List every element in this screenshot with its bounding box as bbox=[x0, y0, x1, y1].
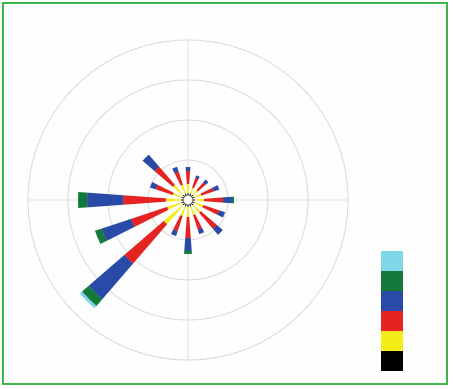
petal-segment bbox=[163, 204, 184, 225]
petal-segment bbox=[192, 204, 201, 213]
petal-segment bbox=[212, 224, 223, 235]
petal-segment bbox=[185, 171, 191, 185]
petal-segment bbox=[194, 193, 202, 198]
petal-segment bbox=[194, 202, 204, 208]
petal-segment bbox=[142, 154, 160, 172]
petal-segment bbox=[203, 197, 223, 203]
petal-segment bbox=[199, 211, 217, 229]
petal-segment bbox=[194, 198, 204, 202]
petal-segment bbox=[192, 190, 198, 196]
petal-segment bbox=[193, 214, 202, 230]
petal-segment bbox=[190, 187, 194, 194]
petal-segment bbox=[185, 167, 191, 172]
petal-segment bbox=[94, 228, 107, 245]
petal-segment bbox=[173, 215, 183, 232]
petal-segment bbox=[200, 187, 214, 196]
petal-segment bbox=[174, 171, 183, 186]
petal-segment bbox=[155, 184, 174, 195]
petal-segment bbox=[202, 205, 220, 215]
legend-swatch bbox=[381, 251, 403, 271]
legend-swatch bbox=[381, 311, 403, 331]
petal-segment bbox=[190, 206, 196, 216]
legend-swatch bbox=[381, 331, 403, 351]
petal-segment bbox=[197, 227, 205, 235]
petal-segment bbox=[79, 291, 97, 309]
petal-segment bbox=[172, 166, 179, 174]
petal-segment bbox=[82, 285, 103, 306]
legend-swatch bbox=[381, 271, 403, 291]
petal-segment bbox=[180, 206, 186, 217]
petal-segment bbox=[195, 175, 200, 180]
petal-segment bbox=[196, 182, 206, 192]
petal-segment bbox=[186, 206, 190, 217]
petal-segment bbox=[222, 196, 232, 204]
petal-segment bbox=[180, 184, 186, 194]
petal-segment bbox=[101, 218, 135, 241]
petal-segment bbox=[192, 178, 199, 189]
petal-segment bbox=[166, 198, 182, 202]
petal-segment bbox=[170, 229, 178, 237]
petal-segment bbox=[184, 250, 192, 254]
petal-segment bbox=[186, 184, 190, 194]
petal-segment bbox=[123, 195, 167, 205]
wind-rose-petals bbox=[78, 154, 234, 309]
petal-segment bbox=[231, 196, 234, 204]
petal-segment bbox=[172, 192, 182, 198]
petal-segment bbox=[167, 202, 182, 210]
petal-segment bbox=[217, 210, 226, 218]
petal-segment bbox=[150, 182, 158, 190]
petal-segment bbox=[172, 184, 184, 196]
petal-segment bbox=[131, 206, 169, 227]
petal-segment bbox=[88, 254, 134, 300]
figure-frame bbox=[2, 2, 448, 385]
petal-segment bbox=[154, 166, 175, 187]
legend-swatch bbox=[381, 291, 403, 311]
petal-segment bbox=[185, 216, 191, 238]
petal-segment bbox=[212, 185, 220, 192]
petal-segment bbox=[87, 192, 124, 208]
petal-segment bbox=[184, 237, 192, 252]
center-hub bbox=[182, 194, 194, 206]
speed-legend bbox=[381, 251, 403, 371]
legend-swatch bbox=[381, 351, 403, 371]
petal-segment bbox=[78, 191, 88, 209]
petal-segment bbox=[203, 179, 209, 185]
petal-segment bbox=[124, 220, 168, 264]
